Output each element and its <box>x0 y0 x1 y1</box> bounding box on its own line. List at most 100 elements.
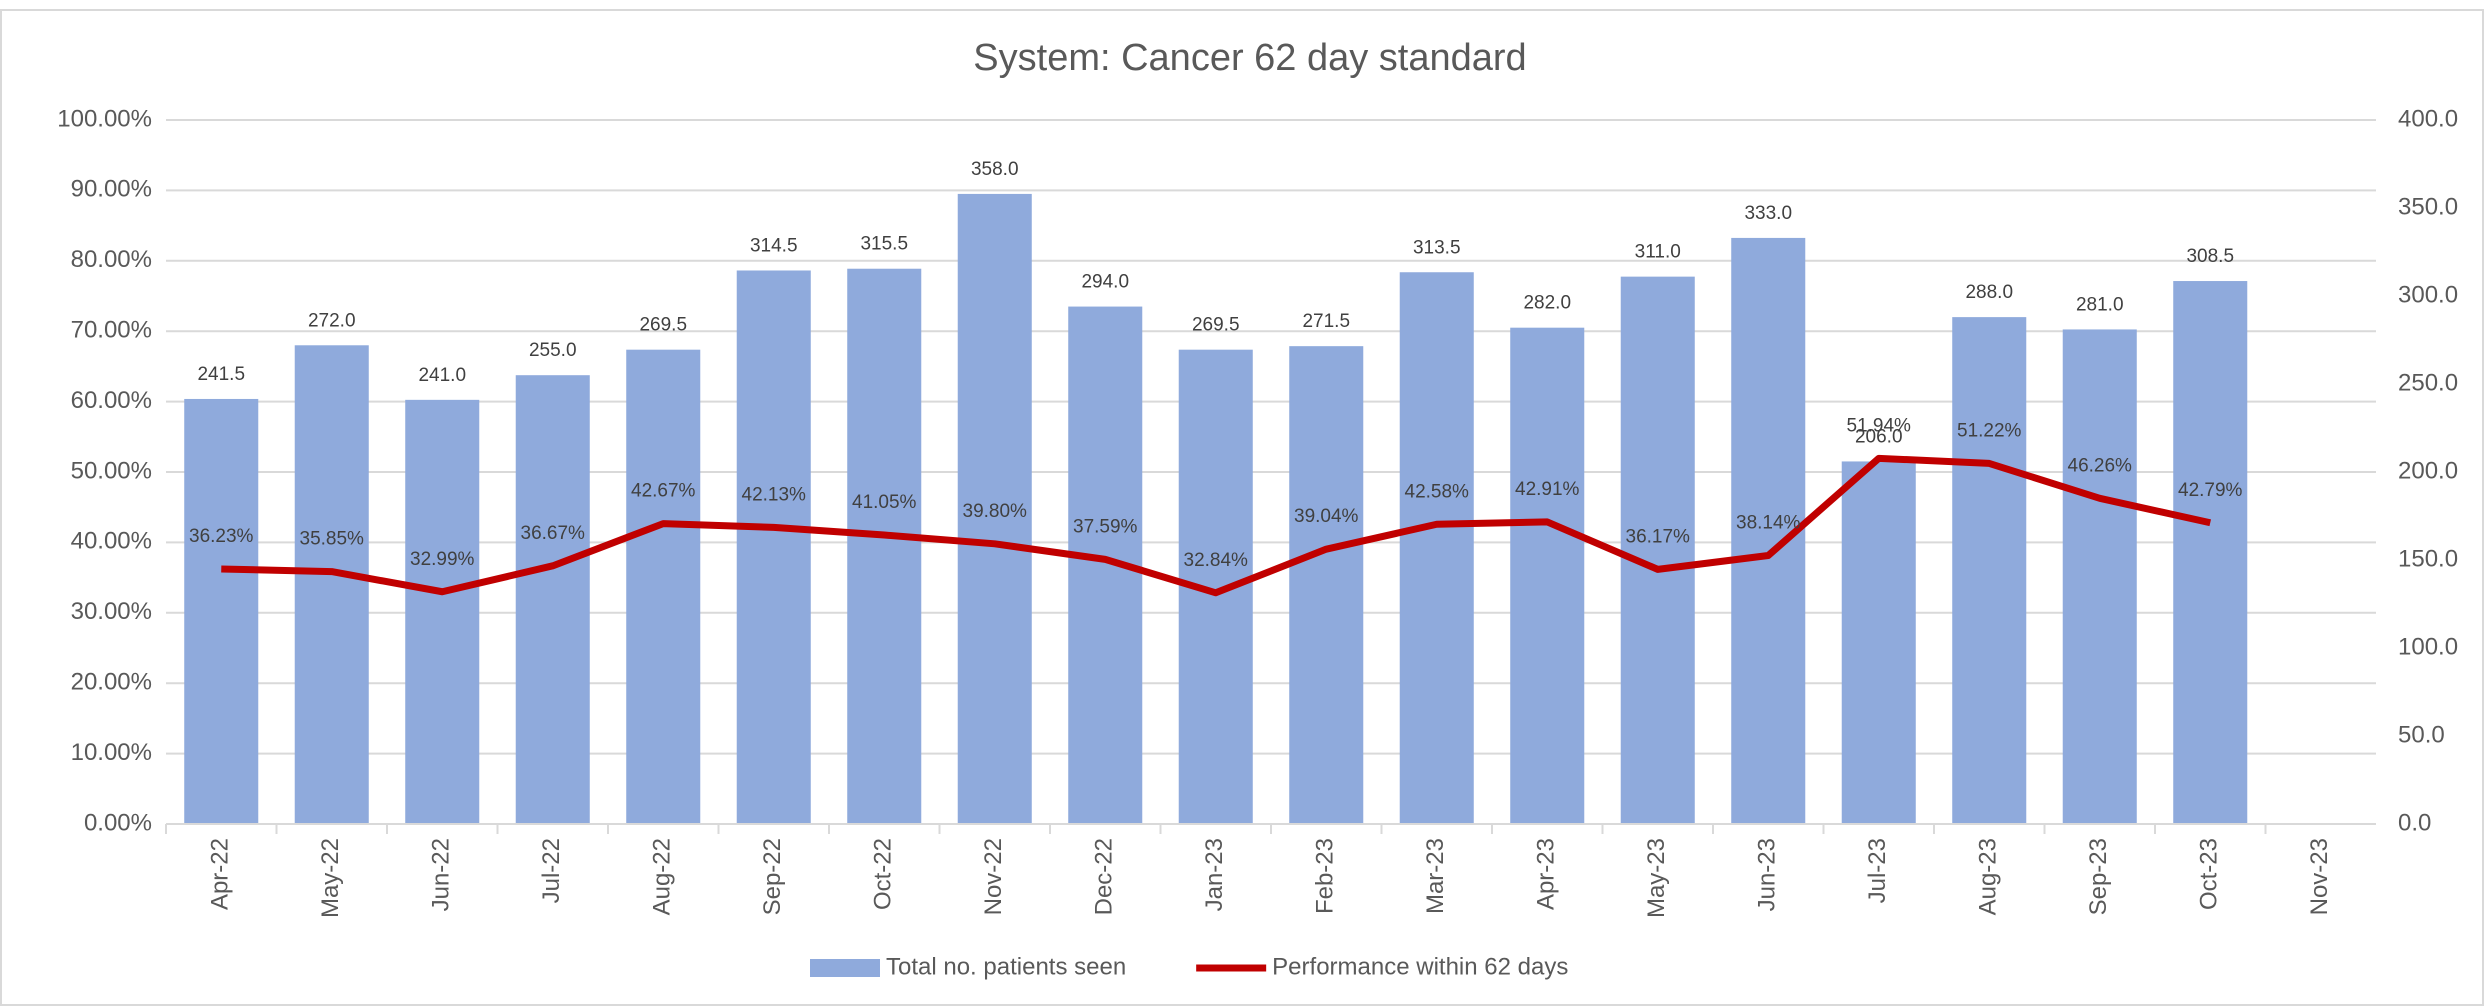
y-tick-label: 100.00% <box>57 105 152 132</box>
line-value-label: 41.05% <box>852 492 917 513</box>
y-tick-label: 40.00% <box>71 528 152 555</box>
line-value-label: 42.67% <box>631 481 696 502</box>
line <box>221 454 2212 597</box>
bar <box>736 270 811 825</box>
y-tick-label: 50.00% <box>71 457 152 484</box>
y-tick-label: 0.00% <box>84 809 152 836</box>
bar-value-label: 314.5 <box>750 235 798 256</box>
x-tick-label: Mar-23 <box>1422 838 1449 914</box>
x-tick-label: Nov-23 <box>2306 838 2333 915</box>
bar-value-label: 255.0 <box>529 340 577 361</box>
bar <box>957 193 1032 825</box>
x-tick-label: Nov-22 <box>980 838 1007 915</box>
legend-label: Total no. patients seen <box>886 953 1126 980</box>
y-tick-label: 90.00% <box>71 176 152 203</box>
x-tick-label: Feb-23 <box>1312 838 1339 914</box>
line-value-label: 39.04% <box>1294 506 1359 527</box>
x-tick-label: May-22 <box>317 838 344 918</box>
line-value-label: 35.85% <box>300 529 365 550</box>
x-tick-label: Dec-22 <box>1091 838 1118 915</box>
bar-value-label: 206.0 <box>1855 426 1903 447</box>
bar <box>405 399 480 824</box>
line-value-label: 42.13% <box>742 484 807 505</box>
line-value-label: 42.91% <box>1515 479 1580 500</box>
bar <box>847 268 922 825</box>
bar-value-label: 271.5 <box>1302 311 1350 332</box>
y2-tick-label: 350.0 <box>2398 193 2458 220</box>
line-value-label: 39.80% <box>963 501 1028 522</box>
bar-value-label: 308.5 <box>2186 246 2234 267</box>
bar <box>626 349 701 824</box>
line-value-label: 32.84% <box>1184 550 1249 571</box>
bar <box>1510 327 1585 824</box>
y2-tick-label: 200.0 <box>2398 457 2458 484</box>
bar-value-label: 241.5 <box>197 364 245 385</box>
y2-tick-label: 100.0 <box>2398 633 2458 660</box>
line-value-label: 51.94% <box>1847 415 1912 436</box>
line-value-label: 42.79% <box>2178 480 2243 501</box>
y-tick-label: 70.00% <box>71 317 152 344</box>
bar <box>2062 329 2137 824</box>
bar <box>294 345 369 824</box>
bar <box>1952 317 2027 824</box>
bar-value-label: 333.0 <box>1744 203 1792 224</box>
bar <box>515 375 590 824</box>
y2-tick-label: 50.0 <box>2398 721 2445 748</box>
bar-value-label: 281.0 <box>2076 294 2124 315</box>
x-tick-label: Sep-23 <box>2085 838 2112 915</box>
bar <box>1289 346 1364 824</box>
bar-value-label: 311.0 <box>1635 242 1681 263</box>
legend-swatch <box>810 959 880 977</box>
line-value-label: 36.67% <box>521 523 586 544</box>
chart-title: System: Cancer 62 day standard <box>973 37 1526 79</box>
y-tick-label: 80.00% <box>71 246 152 273</box>
line-value-label: 36.23% <box>189 526 254 547</box>
line-value-label: 36.17% <box>1626 526 1691 547</box>
bar-value-label: 269.5 <box>1192 315 1240 336</box>
legend-label: Performance within 62 days <box>1272 953 1568 980</box>
line-value-label: 37.59% <box>1073 516 1138 537</box>
x-tick-label: Jul-23 <box>1864 838 1891 903</box>
bar-value-label: 272.0 <box>308 310 356 331</box>
bar-value-label: 269.5 <box>639 315 687 336</box>
y-tick-label: 20.00% <box>71 669 152 696</box>
x-tick-label: Oct-23 <box>2196 838 2223 910</box>
x-tick-label: Aug-22 <box>649 838 676 915</box>
y-tick-label: 10.00% <box>71 739 152 766</box>
x-tick-label: Apr-23 <box>1533 838 1560 910</box>
y-tick-label: 30.00% <box>71 598 152 625</box>
bar-value-label: 313.5 <box>1413 237 1461 258</box>
x-tick-label: Apr-22 <box>207 838 234 910</box>
x-tick-label: Jul-22 <box>538 838 565 903</box>
bar-value-label: 294.0 <box>1081 272 1129 293</box>
line-value-label: 38.14% <box>1736 513 1801 534</box>
y2-tick-label: 400.0 <box>2398 105 2458 132</box>
line-value-label: 46.26% <box>2068 455 2133 476</box>
bar-value-label: 282.0 <box>1523 293 1571 314</box>
x-tick-label: Oct-22 <box>870 838 897 910</box>
bar <box>184 398 259 824</box>
x-tick-label: Jun-22 <box>428 838 455 911</box>
x-tick-label: Aug-23 <box>1975 838 2002 915</box>
y2-tick-label: 300.0 <box>2398 281 2458 308</box>
bar <box>1620 276 1695 824</box>
y2-tick-label: 250.0 <box>2398 369 2458 396</box>
line-value-label: 51.22% <box>1957 420 2022 441</box>
bar <box>1841 461 1916 824</box>
bar-value-label: 288.0 <box>1965 282 2013 303</box>
line-value-label: 42.58% <box>1405 481 1470 502</box>
x-tick-label: Jun-23 <box>1754 838 1781 911</box>
bar <box>2173 281 2248 824</box>
y-tick-label: 60.00% <box>71 387 152 414</box>
bar <box>1399 272 1474 824</box>
x-tick-label: May-23 <box>1643 838 1670 918</box>
bar-value-label: 241.0 <box>418 365 466 386</box>
line-value-label: 32.99% <box>410 549 475 570</box>
x-tick-label: Sep-22 <box>759 838 786 915</box>
x-tick-label: Jan-23 <box>1201 838 1228 911</box>
y2-tick-label: 0.0 <box>2398 809 2431 836</box>
bar-value-label: 315.5 <box>860 234 908 255</box>
y2-tick-label: 150.0 <box>2398 545 2458 572</box>
bar-value-label: 358.0 <box>971 159 1019 180</box>
